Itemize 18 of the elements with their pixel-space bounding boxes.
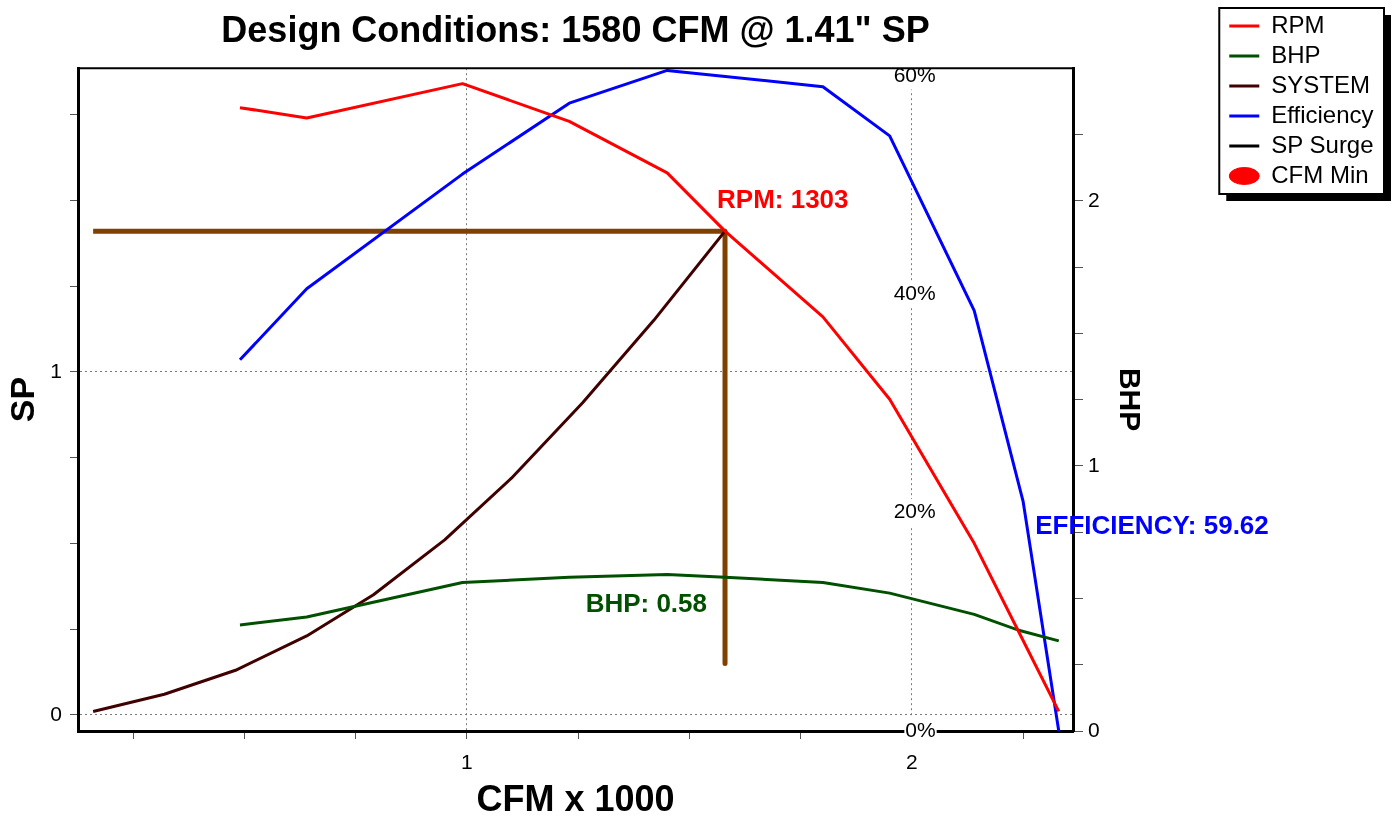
x-axis-title: CFM x 1000 [476, 778, 675, 820]
y2-tick-label: 1 [1088, 452, 1100, 476]
legend-label: SP Surge [1271, 130, 1374, 158]
legend-label: Efficiency [1271, 100, 1374, 128]
legend-label: RPM [1271, 10, 1325, 38]
y2-tick-label: 0 [1088, 717, 1100, 741]
data-label: BHP: 0.58 [585, 588, 708, 619]
y3-tick-label: 20% [893, 499, 936, 523]
y-axis-title: SP [2, 376, 41, 423]
y3-tick-label: 40% [893, 281, 936, 305]
chart-title: Design Conditions: 1580 CFM @ 1.41" SP [221, 8, 930, 50]
y2-axis-title: BHP [1113, 367, 1147, 432]
legend-label: BHP [1271, 40, 1321, 68]
y2-tick-label: 2 [1088, 187, 1100, 211]
annotation: RPM: 1303 [717, 184, 849, 215]
legend-label: SYSTEM [1271, 70, 1370, 98]
legend-label: CFM Min [1271, 160, 1369, 188]
y3-tick-label: 0% [905, 717, 936, 741]
